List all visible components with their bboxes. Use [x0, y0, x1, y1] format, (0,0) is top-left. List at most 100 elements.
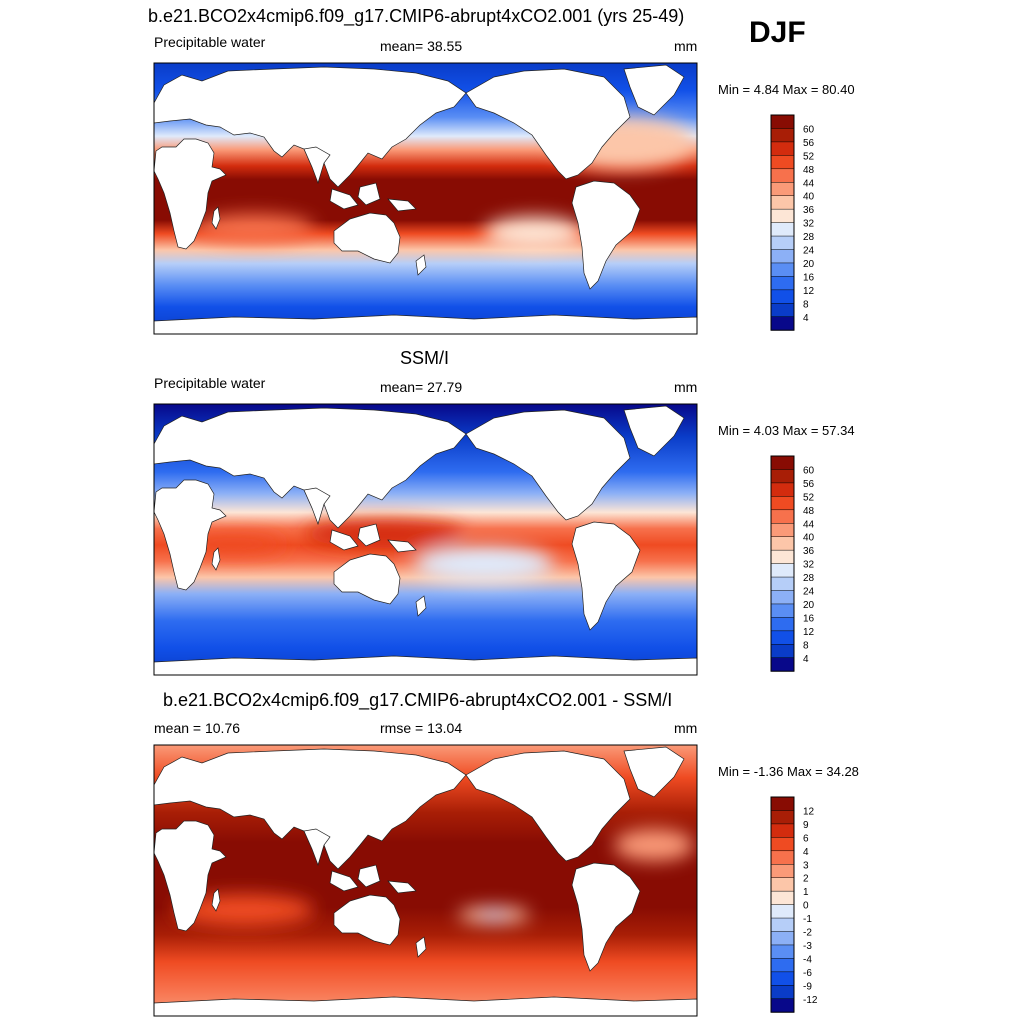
colorbar-tick-label: 8	[803, 640, 809, 651]
panel3-mean-label: mean = 10.76	[154, 720, 241, 736]
colorbar-swatch	[771, 577, 794, 591]
newguinea-land	[387, 880, 417, 894]
colorbar-frame	[770, 455, 795, 672]
northamerica-land	[465, 68, 631, 180]
colorbar-swatch	[771, 958, 794, 973]
colorbar-swatch	[771, 823, 794, 838]
colorbar-tick-label: 24	[803, 246, 815, 257]
borneo-land	[357, 182, 381, 206]
colorbar-swatch	[771, 262, 794, 277]
colorbar-swatch	[771, 904, 794, 919]
panel2-map	[153, 403, 698, 676]
indonesia-land	[329, 529, 359, 551]
australia-land	[333, 553, 401, 605]
colorbar-swatch	[771, 877, 794, 892]
colorbar-tick-label: 2	[803, 874, 809, 885]
colorbar-tick-label: 20	[803, 259, 815, 270]
eurasia-land	[154, 407, 467, 529]
colorbar-tick-label: 60	[803, 465, 815, 476]
indonesia-land	[329, 188, 359, 210]
colorbar-tick-label: 40	[803, 192, 815, 203]
colorbar-swatch	[771, 236, 794, 250]
panel3-map	[153, 744, 698, 1017]
africa-land	[154, 820, 227, 932]
colorbar-swatch	[771, 115, 794, 129]
india-land	[303, 828, 331, 867]
eurasia-land	[154, 66, 467, 188]
panel2-title: SSM/I	[400, 348, 450, 368]
greenland-land	[623, 746, 685, 798]
colorbar-swatch	[771, 195, 794, 210]
colorbar-tick-label: 8	[803, 299, 809, 310]
india-land	[303, 487, 331, 526]
colorbar-swatch	[771, 155, 794, 170]
field-feature-dry-zone	[414, 546, 554, 582]
colorbar-swatch	[771, 496, 794, 511]
northamerica-land	[465, 409, 631, 521]
newguinea-land	[387, 539, 417, 553]
colorbar-swatch	[771, 850, 794, 865]
season-label: DJF	[749, 16, 806, 49]
southamerica-land	[571, 521, 641, 631]
colorbar-swatch	[771, 303, 794, 318]
panel1-minmax-label: Min = 4.84 Max = 80.40	[718, 82, 855, 97]
colorbar-swatch	[771, 168, 794, 183]
colorbar-tick-label: 9	[803, 820, 809, 831]
colorbar-swatch	[771, 837, 794, 852]
newguinea-land	[387, 198, 417, 212]
greenland-land	[623, 64, 685, 116]
colorbar-tick-label: 24	[803, 587, 815, 598]
newzealand-land	[415, 595, 427, 617]
map-frame	[153, 62, 698, 335]
colorbar-swatch	[771, 918, 794, 932]
borneo-land	[357, 523, 381, 547]
colorbar-swatch	[771, 644, 794, 659]
colorbar-swatch	[771, 657, 794, 672]
eurasia-land	[154, 748, 467, 870]
colorbar-tick-label: 20	[803, 600, 815, 611]
colorbar-tick-label: 32	[803, 560, 815, 571]
panel3-minmax-label: Min = -1.36 Max = 34.28	[718, 764, 859, 779]
colorbar-tick-label: 48	[803, 506, 815, 517]
colorbar-swatch	[771, 523, 794, 538]
map-frame	[153, 403, 698, 676]
india-land	[303, 146, 331, 185]
colorbar-tick-label: -3	[803, 941, 812, 952]
borneo-land	[357, 864, 381, 888]
colorbar-swatch	[771, 590, 794, 605]
colorbar-tick-label: 0	[803, 901, 809, 912]
colorbar-swatch	[771, 797, 794, 811]
colorbar-tick-label: 4	[803, 654, 809, 665]
panel3-title: b.e21.BCO2x4cmip6.f09_g17.CMIP6-abrupt4x…	[163, 690, 673, 710]
colorbar-swatch	[771, 222, 794, 237]
colorbar-tick-label: -4	[803, 954, 812, 965]
panel2-mean-label: mean= 27.79	[380, 379, 463, 395]
africa-land	[154, 479, 227, 591]
madagascar-land	[211, 547, 221, 571]
colorbar-swatch	[771, 630, 794, 645]
greenland-land	[623, 405, 685, 457]
colorbar-tick-label: 44	[803, 519, 815, 530]
colorbar-tick-label: 40	[803, 533, 815, 544]
colorbar-swatch	[771, 864, 794, 879]
northamerica-land	[465, 750, 631, 862]
colorbar-tick-label: 6	[803, 833, 809, 844]
panel3-rmse-label: rmse = 13.04	[380, 720, 463, 736]
colorbar-swatch	[771, 944, 794, 959]
colorbar-tick-label: -2	[803, 928, 812, 939]
colorbar-swatch	[771, 536, 794, 551]
colorbar-swatch	[771, 931, 794, 946]
colorbar-frame	[770, 114, 795, 331]
southamerica-land	[571, 180, 641, 290]
colorbar-tick-label: -12	[803, 995, 818, 1006]
colorbar-tick-label: 3	[803, 860, 809, 871]
colorbar-frame	[770, 796, 795, 1013]
colorbar-tick-label: 36	[803, 205, 815, 216]
antarctica-land	[154, 996, 697, 1016]
field-feature-atlantic	[614, 829, 694, 861]
antarctica-land	[154, 314, 697, 334]
